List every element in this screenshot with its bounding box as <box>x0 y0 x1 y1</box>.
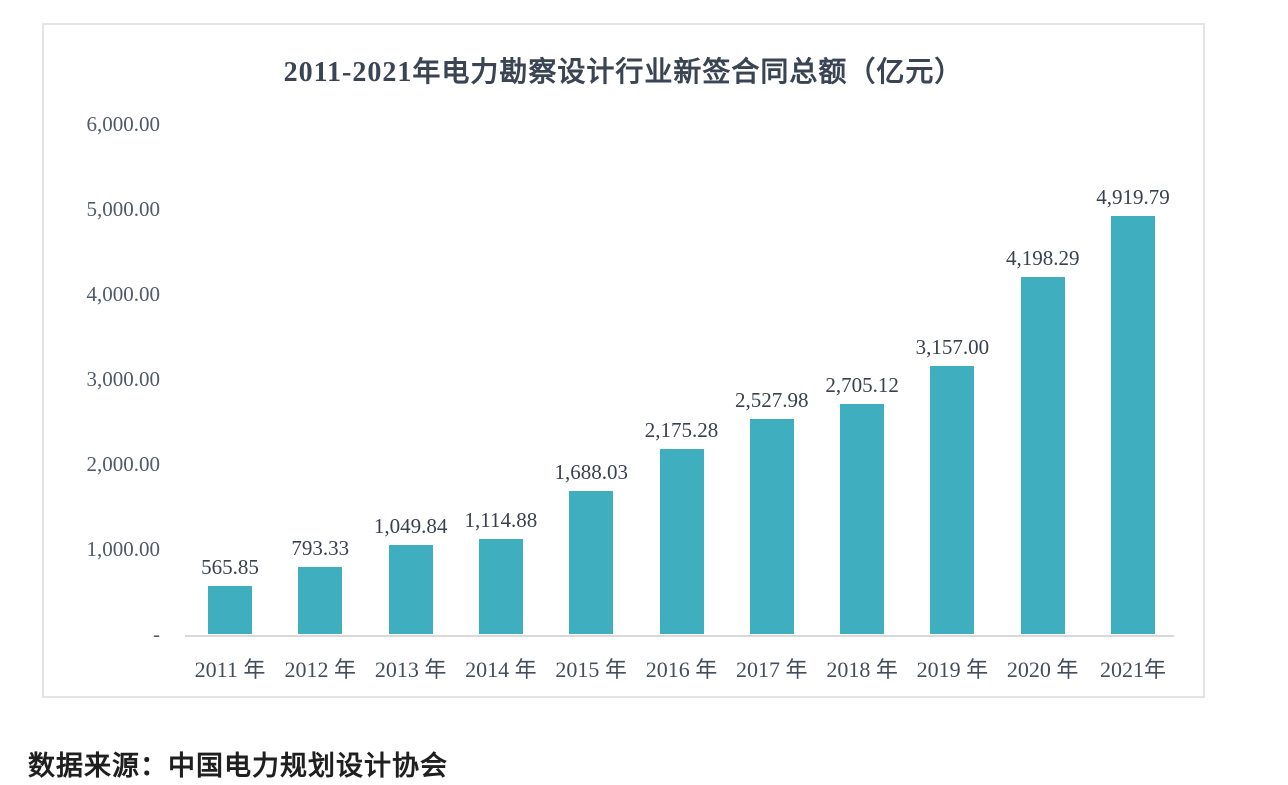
bar-value-label: 2,527.98 <box>735 388 809 412</box>
data-source-note: 数据来源：中国电力规划设计协会 <box>28 751 448 781</box>
bar-value-label: 4,198.29 <box>1005 246 1080 270</box>
bar-value-label: 565.85 <box>201 555 259 579</box>
y-axis-tick-label: 1,000.00 <box>86 537 161 561</box>
chart-panel <box>42 23 1205 698</box>
bar-2016年 <box>659 449 704 634</box>
bar-value-label: 3,157.00 <box>915 335 990 359</box>
chart-title: 2011-2021年电力勘察设计行业新签合同总额（亿元） <box>283 57 964 88</box>
bar-2012年 <box>298 567 343 634</box>
bar-2021年 <box>1111 216 1155 634</box>
x-axis-tick-label: 2013 年 <box>374 657 447 682</box>
bar-2019年 <box>930 366 975 634</box>
bar-2015年 <box>569 491 614 634</box>
bar-value-label: 4,919.79 <box>1096 185 1170 209</box>
bar-value-label: 1,114.88 <box>464 508 538 532</box>
bar-2013年 <box>388 545 433 634</box>
x-axis-tick-label: 2015 年 <box>555 657 627 682</box>
bar-value-label: 793.33 <box>291 536 350 560</box>
x-axis-tick-label: 2021年 <box>1099 657 1167 682</box>
x-axis-tick-label: 2017 年 <box>736 657 808 682</box>
bar-2014年 <box>478 539 523 634</box>
bar-2020年 <box>1020 277 1065 634</box>
x-axis-tick-label: 2014 年 <box>465 657 537 682</box>
y-axis-tick-label: 4,000.00 <box>86 282 161 306</box>
y-axis-tick-label: - <box>153 622 160 646</box>
x-axis-tick-label: 2018 年 <box>826 657 898 682</box>
y-axis-tick-label: 6,000.00 <box>86 112 161 136</box>
bar-value-label: 1,049.84 <box>373 514 448 538</box>
x-axis-tick-label: 2019 年 <box>916 657 989 682</box>
bar-value-label: 2,175.28 <box>644 418 719 442</box>
x-axis-tick-label: 2016 年 <box>645 657 718 682</box>
bar-2017年 <box>749 419 794 634</box>
y-axis-tick-label: 2,000.00 <box>86 452 161 476</box>
x-axis-tick-label: 2011 年 <box>194 657 266 682</box>
y-axis-tick-label: 3,000.00 <box>86 367 161 391</box>
bar-2018年 <box>840 404 885 634</box>
x-axis-line <box>185 635 1174 637</box>
bar-value-label: 1,688.03 <box>554 460 628 484</box>
x-axis-tick-label: 2012 年 <box>284 657 357 682</box>
y-axis-tick-label: 5,000.00 <box>86 197 161 221</box>
bar-2011年 <box>208 586 252 634</box>
x-axis-tick-label: 2020 年 <box>1006 657 1079 682</box>
bar-value-label: 2,705.12 <box>825 373 899 397</box>
